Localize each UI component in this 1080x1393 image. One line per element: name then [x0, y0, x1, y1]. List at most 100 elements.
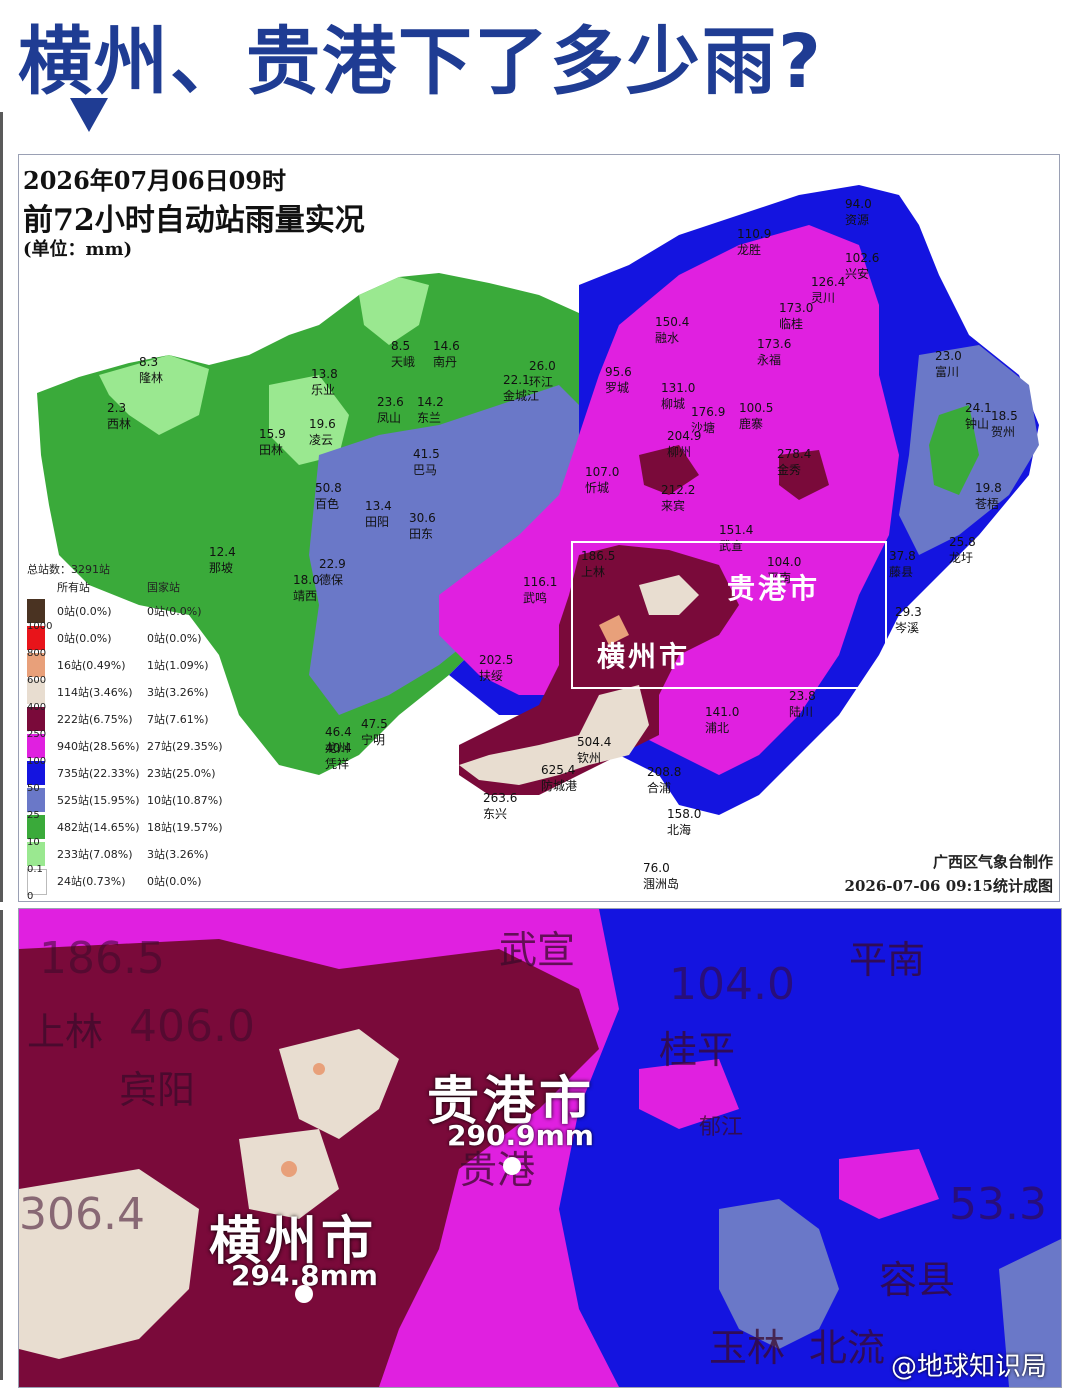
station-name: 宁明 [361, 733, 386, 747]
station-name: 柳城 [661, 397, 686, 411]
station-name: 永福 [757, 353, 782, 367]
station-name: 浦北 [705, 721, 730, 735]
legend-all-count: 114站(3.46%) [57, 686, 133, 699]
station-value: 625.4 [541, 763, 576, 777]
station-value: 24.1 [965, 401, 992, 415]
station-value: 100.5 [739, 401, 774, 415]
station-name: 沙塘 [691, 421, 716, 435]
zoom-map-label: 贵港 [459, 1148, 536, 1192]
legend-bound: 50 [27, 783, 40, 794]
legend-all-count: 940站(28.56%) [57, 740, 140, 753]
legend-all-count: 0站(0.0%) [57, 605, 112, 618]
zoom-map-label: 186.5 [39, 933, 165, 984]
station-value: 22.1 [503, 373, 530, 387]
zoom-map-label: 104.0 [669, 959, 795, 1010]
legend-bound: 250 [27, 729, 47, 740]
station-value: 41.5 [413, 447, 440, 461]
station-value: 212.2 [661, 483, 696, 497]
station-name: 苍梧 [975, 497, 1000, 511]
legend-national-count: 3站(3.26%) [147, 848, 209, 861]
legend-all-count: 0站(0.0%) [57, 632, 112, 645]
station-name: 南丹 [433, 355, 458, 369]
station-name: 涠洲岛 [643, 877, 680, 891]
station-name: 扶绥 [479, 669, 504, 683]
station-value: 141.0 [705, 705, 740, 719]
legend-swatch [27, 680, 45, 704]
legend-swatch [27, 734, 45, 758]
legend-swatch [27, 869, 47, 895]
station-name: 靖西 [293, 589, 318, 603]
station-value: 126.4 [811, 275, 846, 289]
zoom-map-label: 平南 [849, 938, 926, 982]
station-value: 263.6 [483, 791, 518, 805]
legend-bound: 600 [27, 675, 47, 686]
station-name: 忻城 [585, 481, 610, 495]
station-name: 贺州 [991, 425, 1016, 439]
credit-agency: 广西区气象台制作 [932, 853, 1053, 871]
station-name: 藤县 [889, 565, 914, 579]
station-value: 14.2 [417, 395, 444, 409]
station-name: 田东 [409, 527, 434, 541]
legend-national-count: 18站(19.57%) [147, 821, 223, 834]
station-name: 钟山 [965, 417, 990, 431]
legend-bound: 0 [27, 891, 34, 902]
legend-total: 总站数：3291站 [27, 563, 110, 576]
zoom-map-label: 宾阳 [119, 1068, 196, 1112]
station-name: 东兴 [483, 807, 508, 821]
station-value: 116.1 [523, 575, 558, 589]
station-name: 百色 [315, 497, 340, 511]
legend-all-count: 24站(0.73%) [57, 875, 126, 888]
zoom-map-label: 玉林 [709, 1326, 786, 1370]
station-value: 23.8 [789, 689, 816, 703]
legend-swatch [27, 788, 45, 812]
station-name: 资源 [845, 213, 870, 227]
station-name: 金秀 [777, 463, 802, 477]
station-value: 40.4 [325, 741, 352, 755]
station-name: 龙圩 [949, 551, 974, 565]
zoom-map-label: 406.0 [129, 1001, 255, 1052]
station-name: 平南 [767, 571, 792, 585]
legend-bound: 10 [27, 837, 40, 848]
station-name: 鹿寨 [739, 417, 764, 431]
legend-national-count: 1站(1.09%) [147, 659, 209, 672]
legend-national-count: 0站(0.0%) [147, 632, 202, 645]
hengzhou-marker [295, 1285, 313, 1303]
station-value: 102.6 [845, 251, 880, 265]
station-name: 隆林 [139, 371, 164, 385]
station-name: 乐业 [311, 383, 336, 397]
map-title-date: 2026年07月06日09时 [23, 166, 286, 195]
zoom-map-label: 上林 [27, 1010, 104, 1054]
left-divider [0, 112, 3, 902]
station-value: 37.8 [889, 549, 916, 563]
station-name: 罗城 [605, 381, 630, 395]
highlight-label-hengzhou: 横州市 [597, 640, 691, 673]
station-value: 13.4 [365, 499, 392, 513]
station-value: 8.5 [391, 339, 411, 353]
station-value: 204.9 [667, 429, 702, 443]
legend-all-count: 233站(7.08%) [57, 848, 133, 861]
station-name: 陆川 [789, 705, 814, 719]
zoom-map-label: 桂平 [659, 1028, 736, 1072]
station-value: 76.0 [643, 861, 670, 875]
legend-bound: 100 [27, 756, 47, 767]
guangxi-rainfall-shading [37, 185, 1039, 815]
station-value: 150.4 [655, 315, 690, 329]
station-name: 天峨 [391, 355, 416, 369]
zoom-map-label: 北流 [809, 1326, 886, 1370]
station-value: 13.8 [311, 367, 338, 381]
legend-national-count: 23站(25.0%) [147, 767, 216, 780]
legend-col-national: 国家站 [147, 581, 180, 594]
down-arrow-icon [70, 98, 108, 132]
station-value: 131.0 [661, 381, 696, 395]
station-value: 151.4 [719, 523, 754, 537]
station-value: 186.5 [581, 549, 616, 563]
legend-col-all: 所有站 [57, 581, 90, 594]
station-name: 上林 [581, 565, 606, 579]
station-name: 来宾 [661, 499, 686, 513]
station-name: 田林 [259, 443, 284, 457]
map-unit: (单位：mm) [23, 239, 133, 260]
station-value: 107.0 [585, 465, 620, 479]
station-value: 19.8 [975, 481, 1002, 495]
station-name: 德保 [319, 573, 344, 587]
station-name: 西林 [107, 417, 132, 431]
